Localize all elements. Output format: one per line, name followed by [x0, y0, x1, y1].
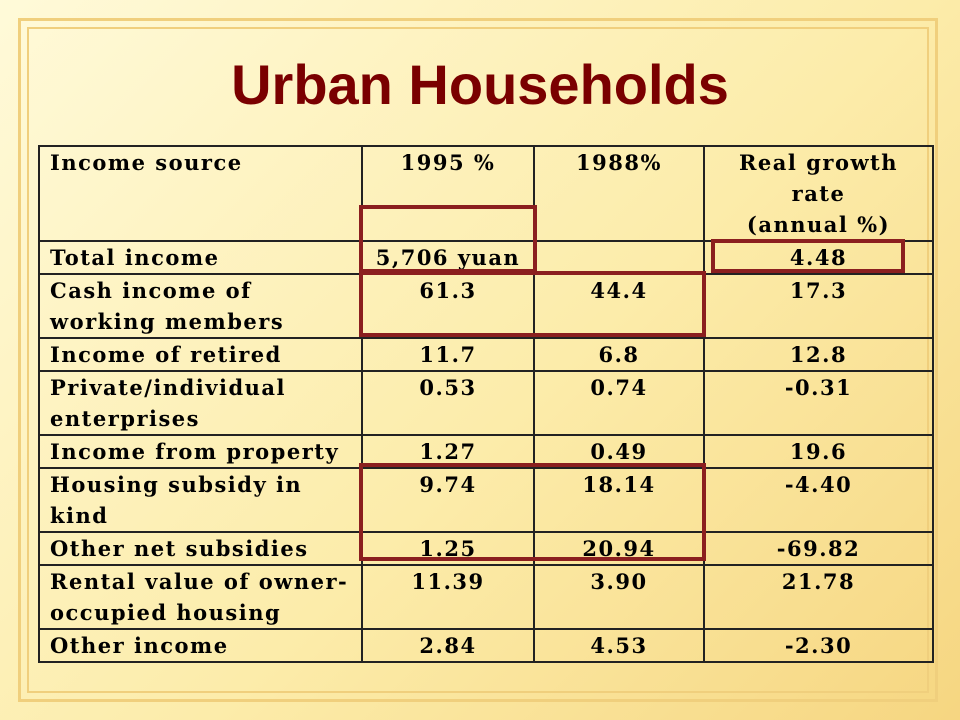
row-growth: 12.8 [703, 337, 934, 372]
row-1995: 5,706 yuan [361, 240, 535, 275]
header-1988: 1988% [533, 145, 705, 242]
table-header-row: Income source 1995 % 1988% Real growth r… [38, 145, 934, 242]
table-row: Cash income of working members 61.3 44.4… [38, 273, 934, 339]
row-1995: 61.3 [361, 273, 535, 339]
row-1988: 20.94 [533, 531, 705, 566]
slide-border-outer [18, 18, 938, 702]
row-growth: 21.78 [703, 564, 934, 630]
row-1995: 9.74 [361, 467, 535, 533]
row-1988: 6.8 [533, 337, 705, 372]
row-source: Other income [38, 628, 363, 663]
row-1988: 0.74 [533, 370, 705, 436]
table-row: Other net subsidies 1.25 20.94 -69.82 [38, 531, 934, 566]
row-1995: 1.25 [361, 531, 535, 566]
table-row: Private/individual enterprises 0.53 0.74… [38, 370, 934, 436]
slide-title: Urban Households [231, 53, 729, 116]
row-growth: -4.40 [703, 467, 934, 533]
row-1988 [533, 240, 705, 275]
table-row: Rental value of owner-occupied housing 1… [38, 564, 934, 630]
table-row: Income from property 1.27 0.49 19.6 [38, 434, 934, 469]
row-growth: -0.31 [703, 370, 934, 436]
table-row: Other income 2.84 4.53 -2.30 [38, 628, 934, 663]
table-row: Income of retired 11.7 6.8 12.8 [38, 337, 934, 372]
header-1995: 1995 % [361, 145, 535, 242]
row-source: Cash income of working members [38, 273, 363, 339]
row-source: Income from property [38, 434, 363, 469]
row-growth: -69.82 [703, 531, 934, 566]
table-row: Housing subsidy in kind 9.74 18.14 -4.40 [38, 467, 934, 533]
row-growth: 4.48 [703, 240, 934, 275]
row-1988: 4.53 [533, 628, 705, 663]
row-source: Private/individual enterprises [38, 370, 363, 436]
row-1988: 44.4 [533, 273, 705, 339]
row-source: Rental value of owner-occupied housing [38, 564, 363, 630]
header-income-source: Income source [38, 145, 363, 242]
row-source: Other net subsidies [38, 531, 363, 566]
header-real-growth-line2: rate [791, 181, 846, 206]
row-source: Housing subsidy in kind [38, 467, 363, 533]
row-1988: 3.90 [533, 564, 705, 630]
row-source: Total income [38, 240, 363, 275]
row-1995: 0.53 [361, 370, 535, 436]
row-1995: 2.84 [361, 628, 535, 663]
header-real-growth: Real growth rate (annual %) [703, 145, 934, 242]
header-real-growth-line1: Real growth [738, 150, 898, 175]
income-table: Income source 1995 % 1988% Real growth r… [38, 145, 934, 663]
row-1995: 1.27 [361, 434, 535, 469]
header-real-growth-line3: (annual %) [746, 212, 891, 237]
row-1995: 11.39 [361, 564, 535, 630]
table-row: Total income 5,706 yuan 4.48 [38, 240, 934, 275]
row-1988: 18.14 [533, 467, 705, 533]
row-growth: -2.30 [703, 628, 934, 663]
row-source: Income of retired [38, 337, 363, 372]
row-growth: 17.3 [703, 273, 934, 339]
row-1988: 0.49 [533, 434, 705, 469]
row-growth: 19.6 [703, 434, 934, 469]
row-1995: 11.7 [361, 337, 535, 372]
